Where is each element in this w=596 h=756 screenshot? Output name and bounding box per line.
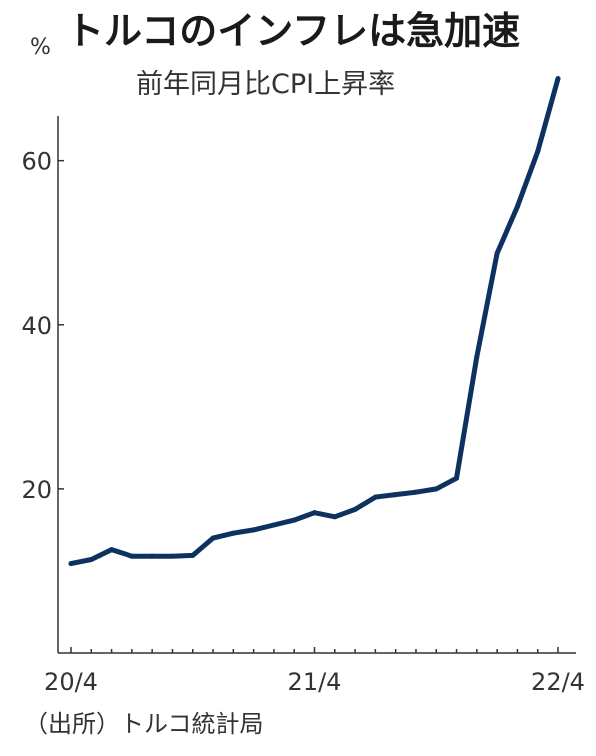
y-axis-unit: % — [30, 35, 51, 60]
y-axis: 20 40 60 — [21, 148, 64, 504]
source-note: （出所）トルコ統計局 — [24, 710, 264, 738]
data-point-21-11 — [454, 475, 460, 481]
data-point-21-10 — [433, 486, 439, 492]
chart-subtitle: 前年同月比CPI上昇率 — [136, 69, 395, 100]
data-point-20-6 — [109, 547, 115, 553]
data-point-22-4 — [555, 76, 561, 82]
chart-title: トルコのインフレは急加速 — [66, 9, 520, 53]
data-point-20-10 — [190, 552, 196, 558]
data-point-20-11 — [210, 535, 216, 541]
data-point-22-3 — [535, 149, 541, 155]
data-point-21-1 — [251, 527, 257, 533]
data-point-21-6 — [352, 506, 358, 512]
data-point-22-1 — [494, 250, 500, 256]
x-tick-label: 20/4 — [44, 668, 98, 696]
x-tick-label: 22/4 — [531, 668, 585, 696]
data-point-20-9 — [169, 553, 175, 559]
data-point-21-2 — [271, 522, 277, 528]
data-point-21-5 — [332, 514, 338, 520]
series-line — [68, 76, 561, 567]
data-point-20-4 — [68, 561, 74, 567]
data-point-21-8 — [393, 492, 399, 498]
y-tick-label: 40 — [21, 312, 52, 340]
data-point-20-12 — [230, 530, 236, 536]
data-point-20-5 — [88, 556, 94, 562]
data-point-21-3 — [291, 517, 297, 523]
x-axis: 20/4 21/4 22/4 — [44, 647, 585, 696]
data-point-20-8 — [149, 553, 155, 559]
data-point-20-7 — [129, 553, 135, 559]
data-point-21-7 — [372, 494, 378, 500]
x-tick-label: 21/4 — [288, 668, 342, 696]
y-tick-label: 60 — [21, 148, 52, 176]
data-point-21-9 — [413, 489, 419, 495]
data-point-22-2 — [514, 204, 520, 210]
data-point-21-12 — [474, 354, 480, 360]
y-tick-label: 20 — [21, 476, 52, 504]
data-points — [68, 76, 561, 567]
data-point-21-4 — [312, 510, 317, 516]
